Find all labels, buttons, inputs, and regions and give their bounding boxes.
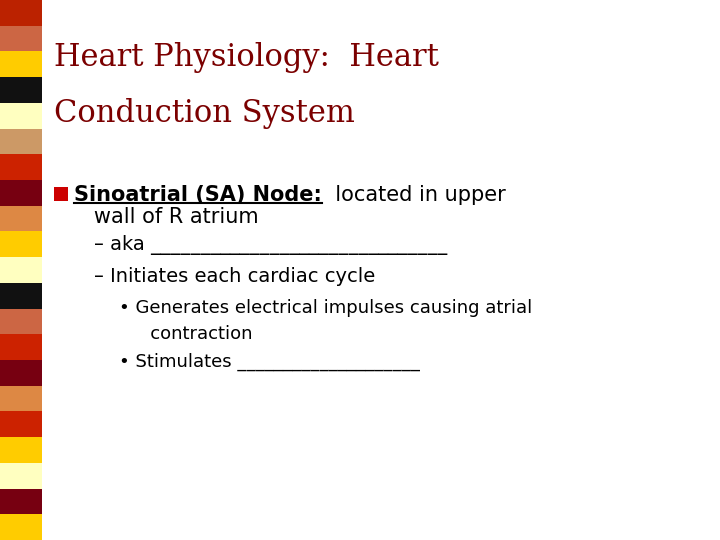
Bar bbox=[0, 77, 42, 103]
Bar bbox=[54, 187, 68, 201]
Bar bbox=[0, 51, 42, 77]
Text: • Stimulates ____________________: • Stimulates ____________________ bbox=[119, 353, 420, 372]
Text: – aka ______________________________: – aka ______________________________ bbox=[94, 235, 447, 255]
Bar bbox=[0, 437, 42, 463]
Text: • Generates electrical impulses causing atrial: • Generates electrical impulses causing … bbox=[119, 299, 532, 317]
Bar bbox=[0, 386, 42, 411]
Bar bbox=[0, 283, 42, 308]
Text: contraction: contraction bbox=[133, 325, 253, 343]
Bar bbox=[0, 129, 42, 154]
Bar bbox=[0, 489, 42, 514]
Bar bbox=[0, 180, 42, 206]
Bar bbox=[0, 206, 42, 232]
Bar bbox=[0, 232, 42, 257]
Bar bbox=[0, 308, 42, 334]
Bar bbox=[0, 26, 42, 51]
Bar bbox=[0, 103, 42, 129]
Bar bbox=[0, 257, 42, 283]
Bar bbox=[0, 463, 42, 489]
Text: wall of R atrium: wall of R atrium bbox=[74, 207, 258, 227]
Bar bbox=[0, 411, 42, 437]
Bar bbox=[0, 514, 42, 540]
Text: located in upper: located in upper bbox=[322, 185, 505, 205]
Bar bbox=[0, 0, 42, 26]
Bar bbox=[0, 360, 42, 386]
Text: – Initiates each cardiac cycle: – Initiates each cardiac cycle bbox=[94, 267, 375, 286]
Text: Conduction System: Conduction System bbox=[54, 98, 355, 129]
Text: Heart Physiology:  Heart: Heart Physiology: Heart bbox=[54, 42, 439, 73]
Bar bbox=[0, 334, 42, 360]
Bar bbox=[0, 154, 42, 180]
Text: Sinoatrial (SA) Node:: Sinoatrial (SA) Node: bbox=[74, 185, 322, 205]
